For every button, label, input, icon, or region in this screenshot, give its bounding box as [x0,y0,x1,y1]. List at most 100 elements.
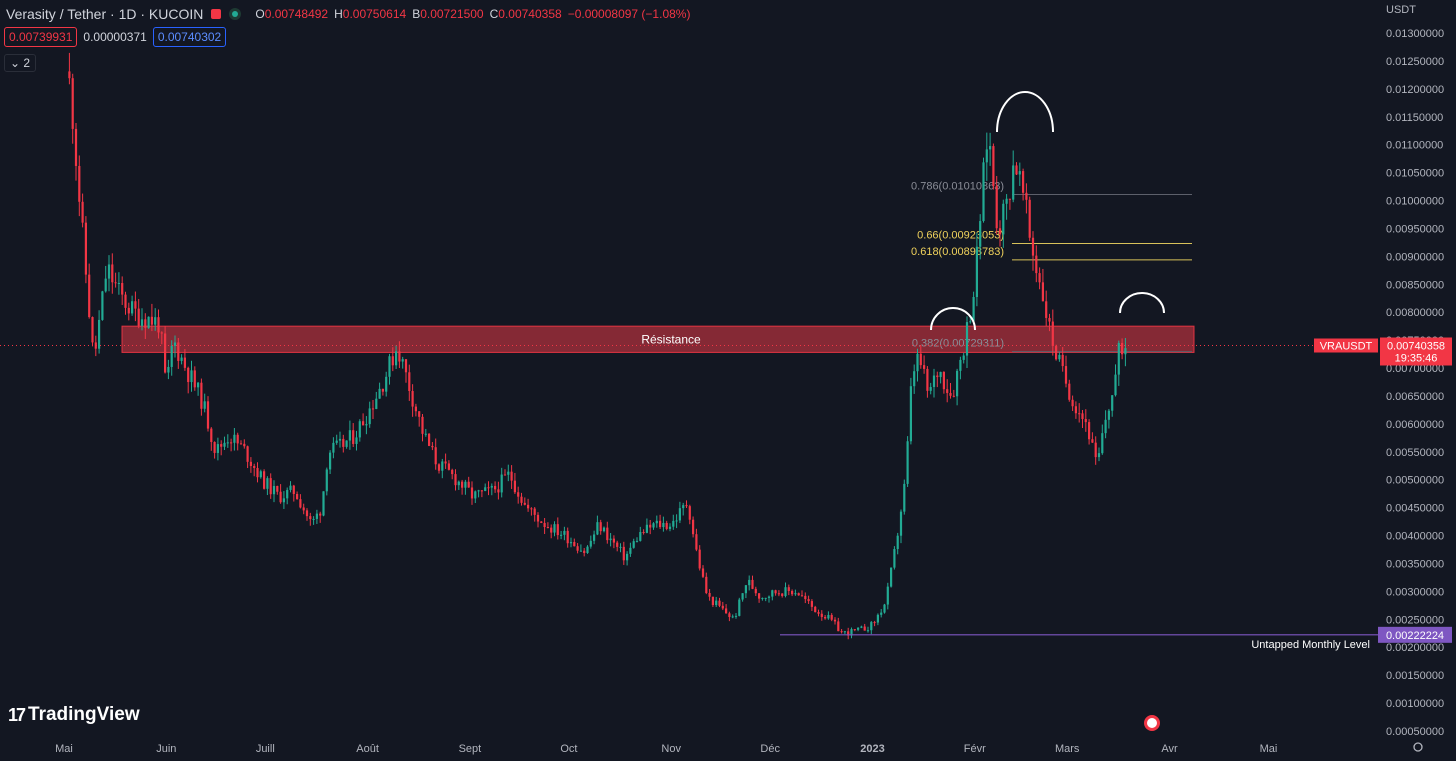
price-tick-label: 0.00800000 [1386,307,1444,319]
tradingview-logo[interactable]: 17 TradingView [8,704,140,726]
candle-body [497,489,500,493]
ohlc-label: C [489,7,499,21]
candle-body [111,264,114,283]
candle-body [197,382,200,388]
candle-body [956,370,959,397]
market-closed-icon[interactable] [211,9,222,19]
time-tick-label: Mai [55,743,73,755]
candle-body [276,485,279,492]
candle-body [107,264,111,279]
candle-body [807,599,810,602]
untapped-monthly-level[interactable]: 0.00222224 Untapped Monthly Level [780,626,1452,651]
candle-body [1025,192,1028,200]
candle-body [365,424,368,426]
candle-body [721,605,724,609]
candle-body [784,587,787,596]
pattern-arcs[interactable] [930,91,1165,331]
candle-body [589,540,592,547]
candle-body [263,471,266,489]
candle-body [246,446,249,462]
price-tick-label: 0.00400000 [1386,531,1444,543]
price-tick-label: 0.00900000 [1386,251,1444,263]
candle-body [484,487,487,492]
candle-body [556,524,559,536]
price-axis[interactable]: 0.01300000 0.01250000 0.01200000 0.01150000… [1386,28,1444,738]
candle-body [477,490,480,492]
bottom-icons[interactable] [1144,715,1423,752]
candle-body [929,387,932,391]
price-tick-label: 0.00150000 [1386,670,1444,682]
candle-body [464,481,467,488]
candle-body [906,441,909,484]
candle-body [421,416,424,434]
time-tick-label: Déc [760,743,780,755]
candle-body [378,388,381,399]
candle-body [899,511,903,536]
market-status-icon[interactable] [229,8,242,20]
symbol-title[interactable]: Verasity / Tether · 1D · KUCOIN [6,6,204,22]
candle-body [668,526,672,529]
candle-body [286,489,289,499]
price-tick-label: 0.00500000 [1386,475,1444,487]
candle-body [833,619,837,622]
candle-body [883,604,886,613]
candle-body [893,549,896,568]
candle-body [873,622,876,624]
resistance-zone[interactable]: Résistance [121,325,1195,353]
candle-body [480,490,483,492]
candle-body [913,371,916,387]
candle-body [487,487,490,489]
candle-body [368,408,371,425]
candle-body [814,606,817,613]
candle-body [150,316,153,325]
candle-body [1111,395,1114,411]
candle-body [896,535,899,550]
candle-body [434,447,437,465]
candle-body [223,442,226,447]
candle-body [639,532,642,541]
candle-body [312,518,315,520]
candle-body [352,430,355,444]
candle-body [1028,199,1031,238]
candle-body [1124,348,1127,355]
candle-body [1048,317,1051,322]
candle-body [949,392,952,396]
candle-body [1084,419,1087,423]
buy-button[interactable]: 0.00740302 [152,27,227,47]
candle-body [1121,342,1124,355]
candle-body [622,546,625,561]
fibonacci-retracement[interactable]: 0.786(0.01010863) 0.66(0.00923053) 0.618(0… [911,180,1192,353]
candle-body [282,498,285,503]
candle-body [543,522,546,528]
candle-body [1097,453,1101,458]
candle-body [121,283,124,295]
currency-selector[interactable]: USDT [1386,4,1416,16]
candle-body [411,391,414,407]
candle-body [329,452,332,470]
candle-body [632,541,635,548]
candle-body [853,629,856,631]
candle-body [817,612,820,614]
candle-body [302,507,305,511]
candle-body [345,440,348,447]
pattern-arc [996,91,1054,133]
candle-body [117,283,120,285]
time-axis[interactable]: Mai Juin Juill Août Sept Oct Nov Déc 2023 Févr Mar… [55,743,1277,755]
candle-body [1002,203,1005,235]
price-tick-label: 0.00700000 [1386,363,1444,375]
candle-body [698,549,701,569]
candle-body [975,246,978,298]
candle-body [131,301,134,314]
candle-body [579,550,582,552]
candle-body [1117,342,1120,375]
candle-body [665,522,668,529]
indicators-collapse-button[interactable]: ⌄ 2 [4,54,37,72]
candle-body [154,317,157,325]
candle-body [659,520,662,528]
candle-body [1031,237,1035,256]
candle-body [787,587,790,591]
sell-button[interactable]: 0.00739931 [4,27,78,47]
spread-value: 0.00000371 [83,30,147,44]
countdown-label: 19:35:46 [1395,353,1438,365]
